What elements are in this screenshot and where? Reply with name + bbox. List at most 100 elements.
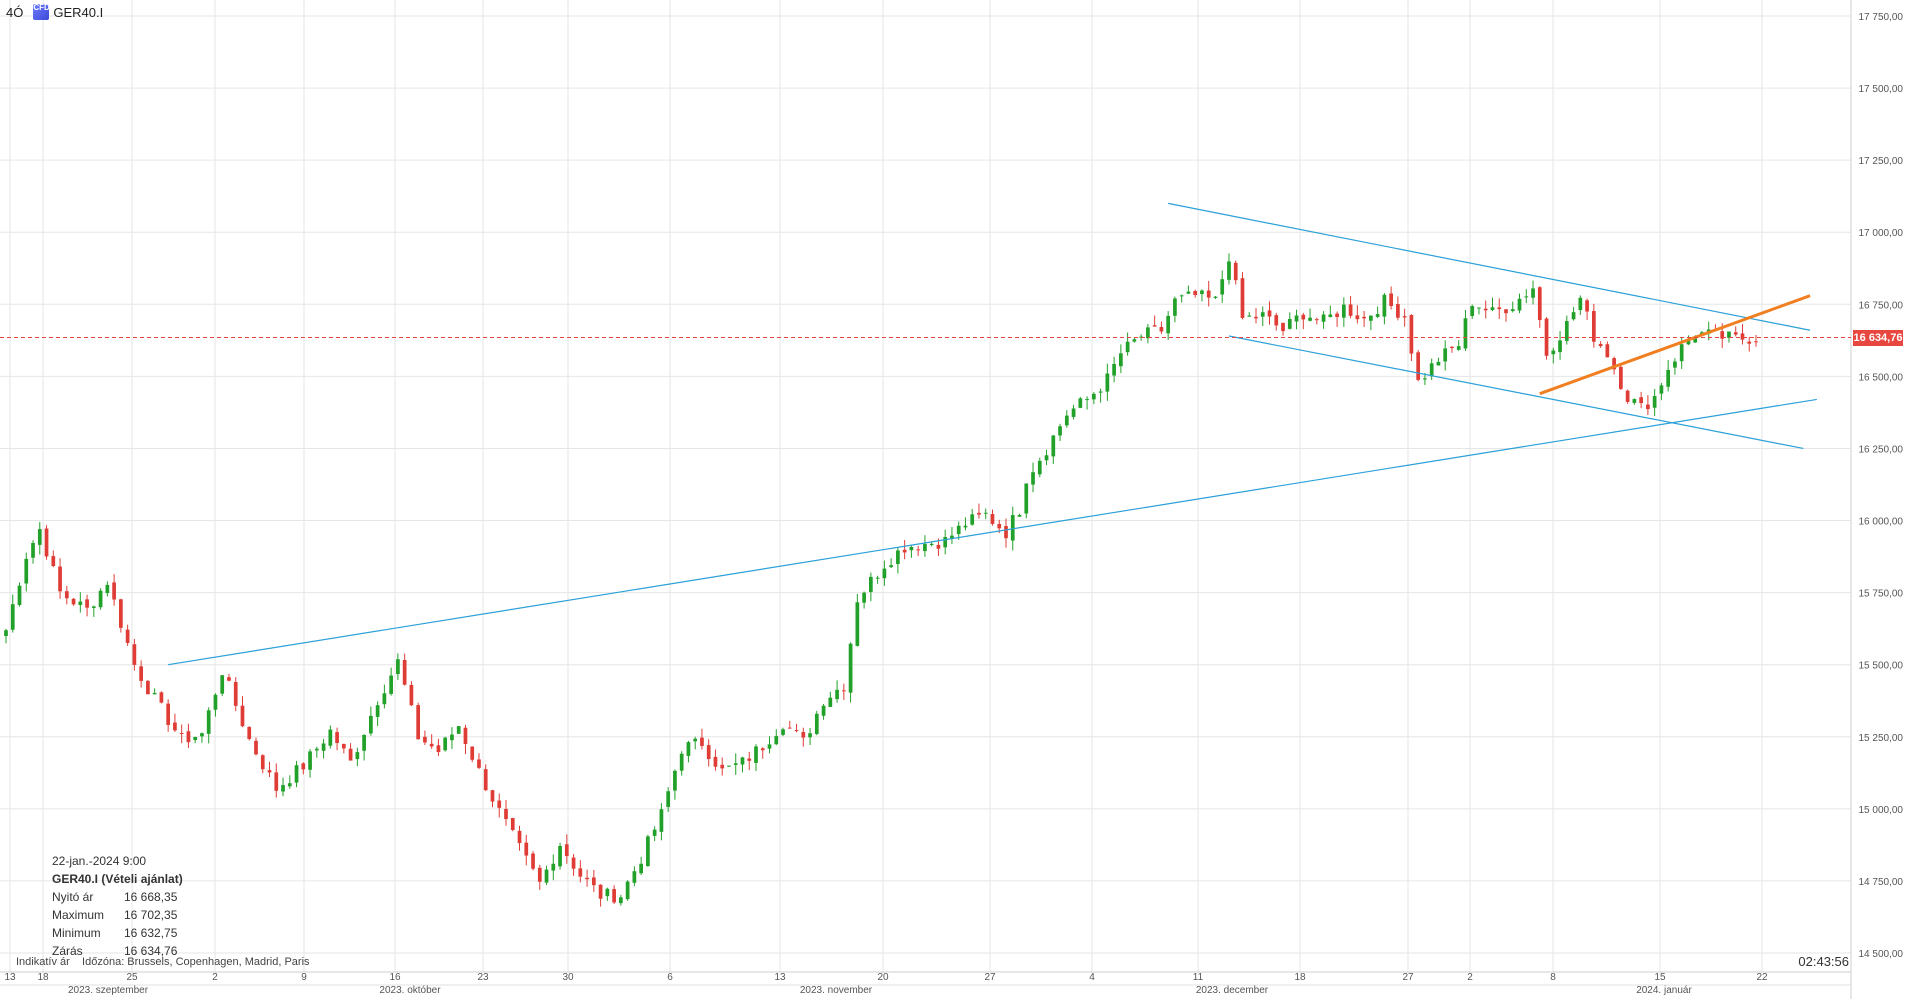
- candle[interactable]: [254, 737, 258, 756]
- candle[interactable]: [1483, 300, 1488, 319]
- candle[interactable]: [159, 691, 164, 704]
- candle[interactable]: [517, 825, 522, 851]
- candle[interactable]: [909, 545, 914, 558]
- candle[interactable]: [450, 727, 454, 749]
- candle[interactable]: [429, 734, 434, 749]
- candle[interactable]: [1166, 311, 1171, 340]
- candle[interactable]: [1274, 312, 1279, 331]
- candle[interactable]: [105, 581, 110, 597]
- candle[interactable]: [727, 765, 731, 767]
- candle[interactable]: [970, 508, 975, 526]
- candle[interactable]: [578, 860, 583, 883]
- candle[interactable]: [1267, 301, 1272, 325]
- candle[interactable]: [882, 560, 887, 586]
- candle[interactable]: [37, 521, 42, 555]
- candle[interactable]: [1537, 286, 1542, 328]
- candle[interactable]: [1193, 289, 1198, 298]
- candle[interactable]: [1254, 308, 1258, 324]
- candle[interactable]: [544, 865, 549, 886]
- candle[interactable]: [1673, 358, 1677, 375]
- candle[interactable]: [1037, 457, 1042, 478]
- candle[interactable]: [1456, 340, 1461, 351]
- candle[interactable]: [524, 834, 529, 866]
- candle[interactable]: [1064, 410, 1069, 428]
- candle[interactable]: [1179, 294, 1184, 303]
- candle[interactable]: [794, 723, 799, 733]
- candle[interactable]: [1240, 272, 1245, 320]
- candle[interactable]: [828, 691, 833, 707]
- candle[interactable]: [1017, 513, 1022, 517]
- candle[interactable]: [869, 572, 873, 602]
- candle[interactable]: [369, 706, 373, 736]
- candle[interactable]: [1659, 382, 1664, 401]
- candle[interactable]: [1436, 357, 1441, 366]
- candle[interactable]: [132, 638, 137, 671]
- candle[interactable]: [17, 582, 22, 607]
- candle[interactable]: [585, 869, 589, 887]
- candle[interactable]: [1578, 295, 1583, 315]
- candle[interactable]: [619, 894, 623, 906]
- candle[interactable]: [747, 751, 752, 771]
- candle[interactable]: [1531, 280, 1535, 305]
- candle[interactable]: [233, 677, 238, 712]
- candle[interactable]: [943, 529, 948, 555]
- candle[interactable]: [1632, 398, 1637, 405]
- candle[interactable]: [64, 585, 69, 605]
- candle[interactable]: [1112, 356, 1116, 383]
- candle[interactable]: [179, 724, 184, 744]
- candle[interactable]: [416, 702, 421, 740]
- candle[interactable]: [1213, 295, 1218, 299]
- candle[interactable]: [308, 749, 312, 778]
- candle[interactable]: [1558, 331, 1562, 360]
- candle[interactable]: [1564, 315, 1569, 345]
- candle[interactable]: [821, 703, 826, 720]
- candle[interactable]: [1206, 280, 1211, 307]
- candle[interactable]: [760, 747, 765, 759]
- candle[interactable]: [146, 679, 150, 695]
- candle[interactable]: [983, 508, 988, 520]
- candle[interactable]: [1159, 321, 1164, 334]
- candle[interactable]: [1362, 310, 1366, 327]
- candle[interactable]: [977, 503, 981, 519]
- candle[interactable]: [112, 574, 116, 606]
- candle[interactable]: [456, 726, 461, 734]
- candle[interactable]: [1450, 346, 1454, 353]
- candle[interactable]: [1105, 363, 1110, 401]
- candle[interactable]: [1490, 297, 1495, 312]
- candle[interactable]: [693, 736, 698, 750]
- candle[interactable]: [1375, 306, 1380, 318]
- candle[interactable]: [659, 803, 664, 841]
- candle[interactable]: [639, 856, 643, 876]
- candle[interactable]: [1470, 304, 1475, 319]
- candle[interactable]: [1098, 388, 1103, 403]
- candle[interactable]: [740, 756, 745, 773]
- candle[interactable]: [896, 547, 900, 574]
- candle[interactable]: [679, 751, 684, 776]
- candle[interactable]: [929, 542, 934, 547]
- candle[interactable]: [78, 592, 83, 613]
- candle[interactable]: [1544, 317, 1549, 360]
- candle[interactable]: [1024, 483, 1029, 519]
- candle[interactable]: [814, 710, 819, 736]
- candle[interactable]: [1605, 341, 1610, 358]
- candle[interactable]: [1740, 324, 1745, 345]
- candle[interactable]: [436, 738, 441, 757]
- candle[interactable]: [1389, 286, 1393, 310]
- candle[interactable]: [125, 624, 130, 647]
- candle[interactable]: [355, 747, 360, 767]
- candle[interactable]: [1341, 297, 1346, 327]
- candle[interactable]: [1666, 360, 1671, 392]
- candle[interactable]: [1152, 315, 1157, 327]
- candle[interactable]: [848, 642, 853, 703]
- candle[interactable]: [31, 540, 35, 564]
- candle[interactable]: [1443, 340, 1448, 371]
- candle[interactable]: [1031, 462, 1035, 493]
- candle[interactable]: [1328, 305, 1333, 318]
- candle[interactable]: [1125, 332, 1130, 356]
- candle[interactable]: [956, 521, 961, 540]
- candle[interactable]: [477, 753, 481, 770]
- candle[interactable]: [950, 527, 954, 545]
- candle[interactable]: [1314, 317, 1319, 325]
